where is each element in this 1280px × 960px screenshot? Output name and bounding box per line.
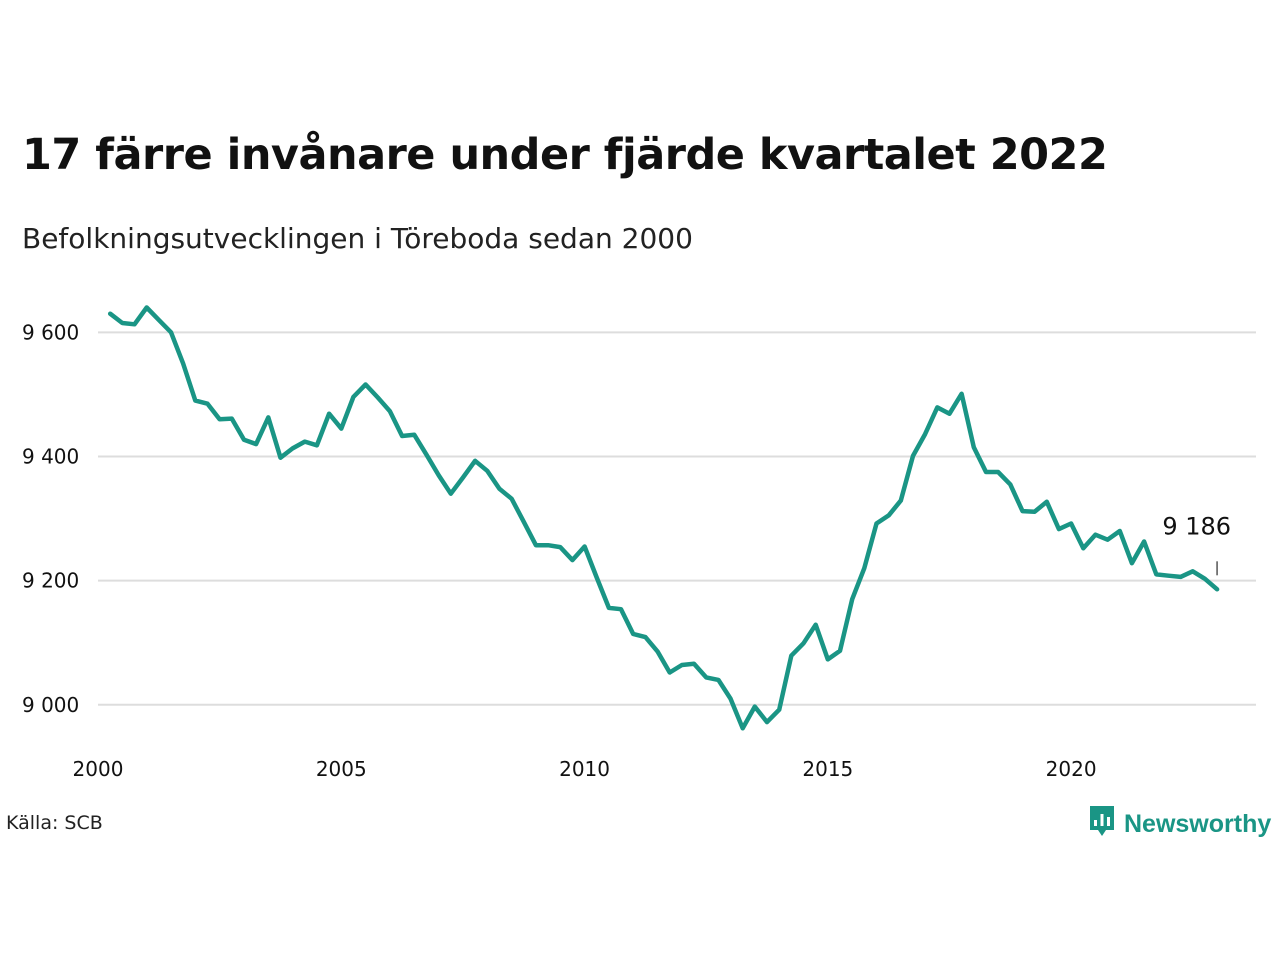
- series-line: [107, 305, 1220, 731]
- chart-title: 17 färre invånare under fjärde kvartalet…: [22, 130, 1108, 180]
- y-tick-label: 9 600: [22, 320, 79, 344]
- brand-name: Newsworthy: [1124, 809, 1272, 838]
- x-tick-label: 2000: [73, 757, 124, 781]
- source-note: Källa: SCB: [6, 812, 103, 834]
- chart-subtitle: Befolkningsutvecklingen i Töreboda sedan…: [22, 222, 693, 255]
- y-tick-label: 9 200: [22, 569, 79, 593]
- x-tick-label: 2010: [559, 757, 610, 781]
- y-tick-label: 9 400: [22, 444, 79, 468]
- x-tick-label: 2005: [316, 757, 367, 781]
- x-tick-label: 2020: [1046, 757, 1097, 781]
- newsworthy-logo-icon: [1088, 804, 1116, 844]
- brand-logo[interactable]: Newsworthy: [1088, 804, 1271, 844]
- y-tick-label: 9 000: [22, 693, 79, 717]
- last-value-label: 9 186: [1162, 512, 1231, 540]
- x-tick-label: 2015: [802, 757, 853, 781]
